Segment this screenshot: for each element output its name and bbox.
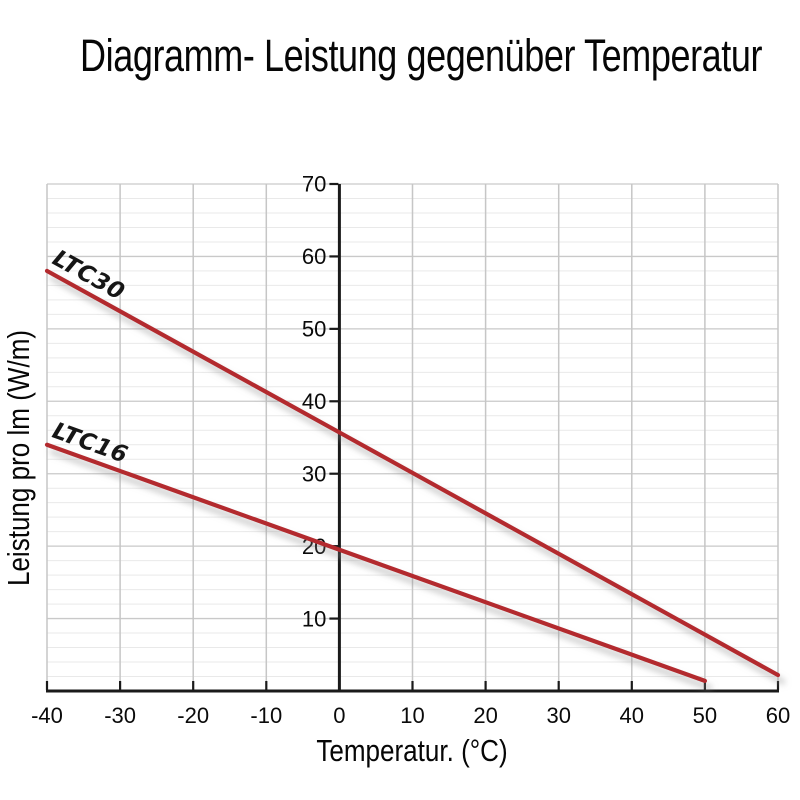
x-tick-label: -30 — [104, 703, 136, 728]
y-tick-label: 30 — [302, 461, 326, 486]
x-tick-label: 20 — [473, 703, 497, 728]
y-tick-label: 70 — [302, 172, 326, 197]
y-tick-label: 40 — [302, 389, 326, 414]
x-tick-label: 10 — [400, 703, 424, 728]
x-tick-label: 0 — [333, 703, 345, 728]
x-tick-label: 60 — [766, 703, 790, 728]
x-tick-label: -10 — [250, 703, 282, 728]
axes — [46, 184, 779, 693]
series-line-ltc16 — [44, 442, 708, 683]
x-tick-label: -40 — [31, 703, 63, 728]
series-line-ltc30 — [44, 268, 781, 678]
series-label-ltc30: LTC30 — [48, 245, 129, 305]
y-tick-label: 50 — [302, 317, 326, 342]
tick-marks — [45, 182, 780, 690]
x-axis-title: Temperatur. (°C) — [316, 733, 508, 768]
y-tick-label: 60 — [302, 244, 326, 269]
chart-title: Diagramm- Leistung gegenüber Temperatur — [80, 30, 763, 81]
x-tick-label: 30 — [546, 703, 570, 728]
gridlines-vertical — [46, 184, 779, 691]
y-tick-label: 10 — [302, 606, 326, 631]
x-tick-label: 40 — [620, 703, 644, 728]
x-tick-label: 50 — [693, 703, 717, 728]
x-tick-label: -20 — [177, 703, 209, 728]
